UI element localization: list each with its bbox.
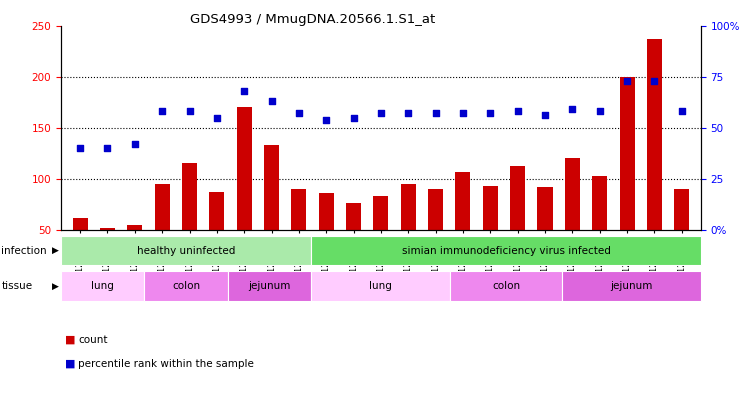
Text: tissue: tissue [1,281,33,291]
Bar [565,158,580,281]
Bar [61,236,312,265]
Point [211,114,222,121]
Bar [346,203,361,281]
Bar [209,192,225,281]
Bar [312,236,701,265]
Point [566,106,578,112]
Text: colon: colon [172,281,200,291]
Bar [450,271,562,301]
Bar [537,187,553,281]
Bar [144,271,228,301]
Point [156,108,168,114]
Bar [401,184,416,281]
Bar [428,189,443,281]
Point [375,110,387,117]
Point [484,110,496,117]
Bar [562,271,701,301]
Text: ▶: ▶ [52,281,60,290]
Point [539,112,551,119]
Point [101,145,113,151]
Text: jejunum: jejunum [248,281,291,291]
Bar [318,193,334,281]
Point [347,114,359,121]
Point [430,110,442,117]
Bar [373,196,388,281]
Bar [455,172,470,281]
Bar [264,145,279,281]
Text: healthy uninfected: healthy uninfected [137,246,235,255]
Bar [292,189,307,281]
Point [403,110,414,117]
Bar [100,228,115,281]
Point [594,108,606,114]
Point [238,88,250,94]
Text: ■: ■ [65,358,75,369]
Point [621,77,633,84]
Point [512,108,524,114]
Text: simian immunodeficiency virus infected: simian immunodeficiency virus infected [402,246,611,255]
Bar [647,39,662,281]
Bar [620,77,635,281]
Bar [228,271,312,301]
Bar [237,107,251,281]
Text: percentile rank within the sample: percentile rank within the sample [78,358,254,369]
Text: ▶: ▶ [52,246,60,255]
Bar [61,271,144,301]
Point [266,98,278,104]
Bar [155,184,170,281]
Bar [674,189,689,281]
Point [184,108,196,114]
Text: colon: colon [492,281,520,291]
Bar [510,165,525,281]
Point [74,145,86,151]
Point [457,110,469,117]
Text: count: count [78,335,108,345]
Bar [73,218,88,281]
Bar [592,176,607,281]
Bar [127,225,142,281]
Text: ■: ■ [65,335,75,345]
Text: lung: lung [370,281,392,291]
Point [676,108,687,114]
Bar [483,186,498,281]
Bar [182,163,197,281]
Text: infection: infection [1,246,47,255]
Point [320,116,332,123]
Text: GDS4993 / MmugDNA.20566.1.S1_at: GDS4993 / MmugDNA.20566.1.S1_at [190,13,435,26]
Point [129,141,141,147]
Point [293,110,305,117]
Text: jejunum: jejunum [610,281,652,291]
Bar [312,271,450,301]
Text: lung: lung [92,281,114,291]
Point [649,77,661,84]
